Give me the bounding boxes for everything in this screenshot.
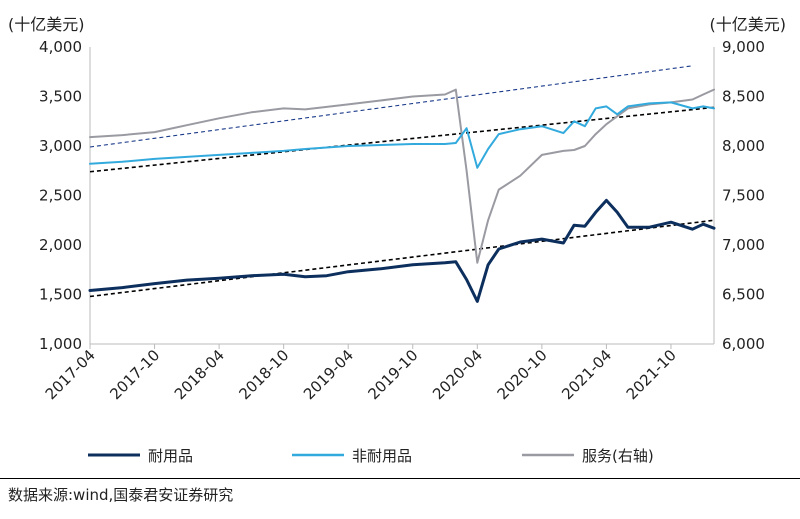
left-tick-label: 1,500: [39, 286, 82, 304]
x-tick-label: 2019-10: [365, 346, 422, 403]
left-tick-label: 2,500: [39, 187, 82, 205]
right-tick-label: 6,000: [722, 335, 765, 353]
x-tick-label: 2020-10: [494, 346, 551, 403]
legend: 耐用品 非耐用品 服务(右轴): [88, 447, 654, 465]
series-line-2: [89, 101, 715, 169]
trendline: [89, 106, 715, 173]
right-axis-ticks: 6,000 6,500 7,000 7,500 8,000 8,500 9,000: [722, 38, 765, 353]
left-tick-label: 3,500: [39, 88, 82, 106]
x-tick-label: 2018-10: [235, 346, 292, 403]
left-tick-label: 1,000: [39, 335, 82, 353]
right-tick-label: 7,500: [722, 187, 765, 205]
right-tick-label: 8,000: [722, 137, 765, 155]
right-axis-unit: (十亿美元): [710, 15, 787, 34]
x-tick-label: 2017-10: [106, 346, 163, 403]
x-tick-label: 2021-04: [558, 346, 615, 403]
x-tick-label: 2018-04: [171, 346, 228, 403]
x-tick-label: 2020-04: [429, 346, 486, 403]
legend-label: 非耐用品: [352, 447, 412, 465]
left-tick-label: 4,000: [39, 38, 82, 56]
trendlines: [89, 65, 715, 298]
trendline: [89, 219, 715, 298]
series-line-3: [89, 88, 715, 264]
series-line-1: [88, 198, 716, 303]
legend-label: 耐用品: [148, 447, 193, 465]
trendline: [89, 65, 693, 148]
right-tick-label: 8,500: [722, 88, 765, 106]
series-lines: [88, 88, 716, 303]
left-axis-ticks: 1,000 1,500 2,000 2,500 3,000 3,500 4,000: [39, 38, 82, 353]
right-tick-label: 7,000: [722, 236, 765, 254]
right-tick-label: 6,500: [722, 286, 765, 304]
right-tick-label: 9,000: [722, 38, 765, 56]
x-tick-label: 2019-04: [300, 346, 357, 403]
x-tick-label: 2021-10: [623, 346, 680, 403]
chart-canvas: (十亿美元) (十亿美元) 1,000 1,500 2,000 2,500 3,000 3…: [8, 15, 787, 465]
x-tick-label: 2017-04: [42, 346, 99, 403]
left-tick-label: 2,000: [39, 236, 82, 254]
left-tick-label: 3,000: [39, 137, 82, 155]
left-axis-unit: (十亿美元): [8, 15, 85, 34]
legend-label: 服务(右轴): [582, 447, 654, 465]
x-axis-ticks: 2017-04 2017-10 2018-04 2018-10 2019-04 2019-…: [42, 344, 680, 403]
data-source-note: 数据来源:wind,国泰君安证券研究: [8, 486, 234, 504]
footer-divider: [0, 478, 800, 479]
